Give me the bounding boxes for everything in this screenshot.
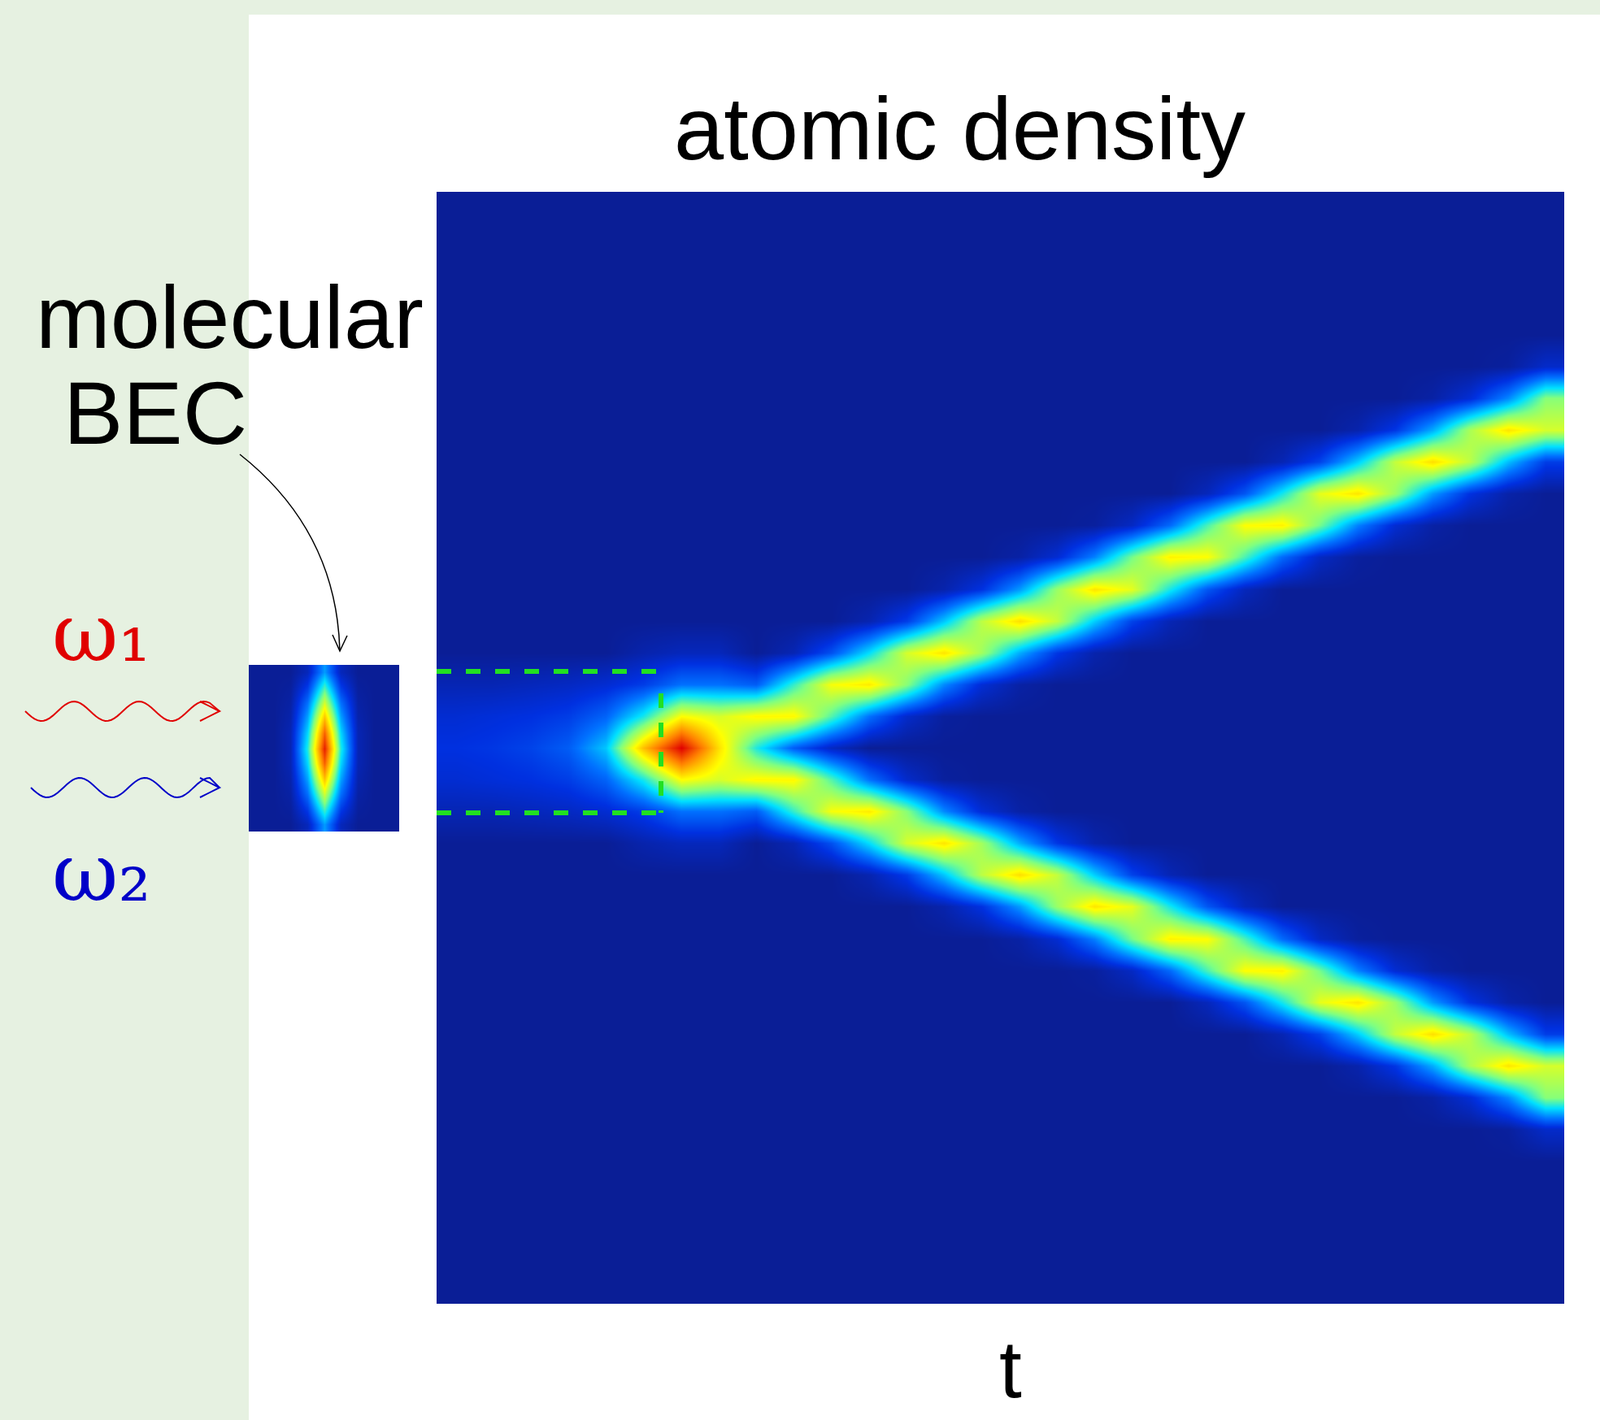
svg-text:molecular: molecular (35, 266, 424, 367)
svg-text:atomic density: atomic density (673, 78, 1246, 179)
svg-text:BEC: BEC (63, 362, 248, 463)
svg-text:ω₁: ω₁ (52, 585, 152, 681)
svg-text:t: t (999, 1323, 1022, 1415)
svg-text:ω₂: ω₂ (52, 825, 152, 921)
